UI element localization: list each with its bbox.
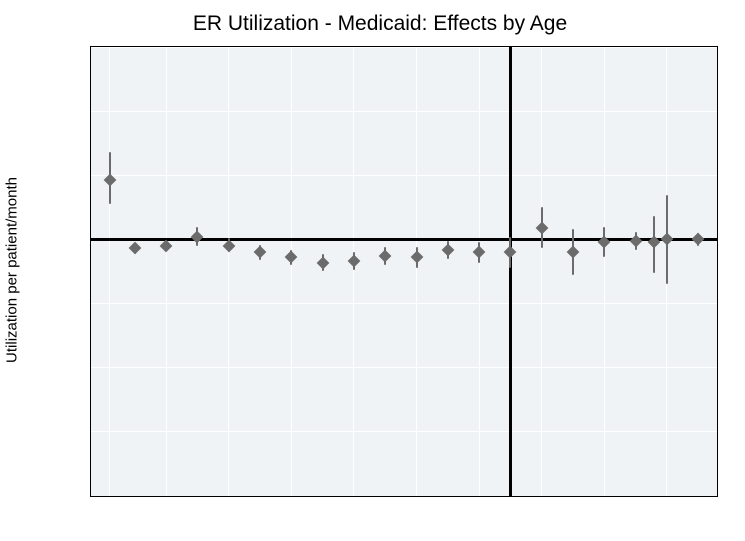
gridline-x [541, 47, 542, 496]
plot-area: -.2-.15-.1-.050.05.1.1511020304050607080… [90, 46, 718, 497]
ytick-mark [90, 432, 91, 433]
xtick-mark [110, 496, 111, 497]
ytick-mark [90, 111, 91, 112]
data-point [441, 243, 454, 256]
xtick-mark [542, 496, 543, 497]
data-point [410, 251, 423, 264]
gridline-y [91, 367, 717, 368]
data-point [160, 239, 173, 252]
y-axis-label: Utilization per patient/month [4, 177, 21, 363]
data-point [316, 256, 329, 269]
ytick-mark [90, 47, 91, 48]
gridline-x [479, 47, 480, 496]
xtick-mark [417, 496, 418, 497]
xtick-mark [667, 496, 668, 497]
data-point [285, 251, 298, 264]
data-point [504, 246, 517, 259]
data-point [473, 246, 486, 259]
data-point [348, 255, 361, 268]
gridline-y [91, 111, 717, 112]
gridline-x [416, 47, 417, 496]
data-point [254, 246, 267, 259]
gridline-x [353, 47, 354, 496]
chart-page: ER Utilization - Medicaid: Effects by Ag… [0, 0, 745, 541]
data-point [661, 233, 674, 246]
gridline-x [109, 47, 110, 496]
reference-vline [509, 47, 512, 496]
data-point [191, 230, 204, 243]
gridline-x [166, 47, 167, 496]
data-point [692, 233, 705, 246]
plot-container: ER Utilization - Medicaid: Effects by Ag… [30, 12, 730, 527]
gridline-x [604, 47, 605, 496]
data-point [629, 234, 642, 247]
ytick-mark [90, 304, 91, 305]
ytick-mark [90, 368, 91, 369]
data-point [379, 250, 392, 263]
data-point [128, 242, 141, 255]
gridline-x [291, 47, 292, 496]
xtick-mark [604, 496, 605, 497]
data-point [535, 222, 548, 235]
ytick-mark [90, 496, 91, 497]
xtick-mark [166, 496, 167, 497]
gridline-y [91, 303, 717, 304]
xtick-mark [479, 496, 480, 497]
data-point [222, 239, 235, 252]
data-point [567, 246, 580, 259]
gridline-y [91, 175, 717, 176]
gridline-y [91, 47, 717, 48]
reference-hline [91, 238, 717, 241]
xtick-mark [291, 496, 292, 497]
gridline-y [91, 431, 717, 432]
xtick-mark [229, 496, 230, 497]
ytick-mark [90, 175, 91, 176]
xtick-mark [354, 496, 355, 497]
data-point [103, 174, 116, 187]
chart-title: ER Utilization - Medicaid: Effects by Ag… [30, 12, 730, 36]
gridline-x [228, 47, 229, 496]
